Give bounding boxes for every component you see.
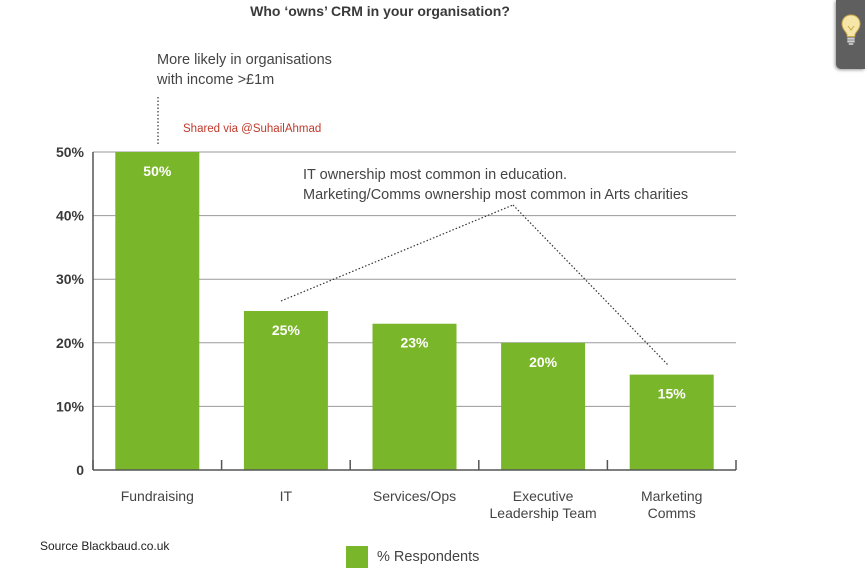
bar-value-label: 25%: [272, 322, 301, 338]
shared-via-text: Shared via @SuhailAhmad: [183, 123, 322, 135]
bar: [115, 152, 200, 470]
y-tick-label: 30%: [56, 271, 85, 287]
source-text: Source Blackbaud.co.uk: [40, 539, 170, 553]
chart-title: Who ‘owns’ CRM in your organisation?: [250, 3, 510, 19]
y-tick-label: 50%: [56, 144, 85, 160]
bar-value-label: 50%: [143, 163, 172, 179]
legend-swatch: [346, 546, 368, 568]
bar-value-label: 15%: [658, 386, 687, 402]
y-tick-label: 20%: [56, 335, 85, 351]
y-tick-label: 40%: [56, 208, 85, 224]
bar: [243, 311, 328, 470]
bar-value-label: 23%: [400, 335, 429, 351]
legend-label: % Respondents: [377, 549, 480, 565]
bar: [629, 374, 714, 470]
x-category-label: Services/Ops: [373, 488, 456, 504]
marketing-connector: [512, 204, 669, 366]
bar: [501, 342, 586, 470]
x-category-label: IT: [280, 488, 293, 504]
income-annotation-line-2: with income >£1m: [157, 72, 275, 88]
bar-value-label: 20%: [529, 354, 558, 370]
tip-button[interactable]: [836, 0, 865, 69]
x-category-label: Executive: [513, 488, 574, 504]
legend: % Respondents: [346, 546, 479, 568]
bar: [372, 323, 457, 470]
x-category-label: Comms: [648, 505, 696, 521]
it-annotation-line-1: IT ownership most common in education.: [303, 167, 568, 183]
it-annotation-line-2: Marketing/Comms ownership most common in…: [303, 187, 689, 203]
it-connector: [280, 204, 514, 302]
it-annotation: IT ownership most common in education. M…: [303, 165, 688, 205]
x-category-label: Fundraising: [121, 488, 194, 504]
y-tick-label: 0: [76, 462, 84, 478]
lightbulb-icon: [841, 14, 861, 45]
income-annotation: More likely in organisations with income…: [157, 50, 332, 90]
x-category-label: Marketing: [641, 488, 702, 504]
income-annotation-line-1: More likely in organisations: [157, 52, 332, 68]
y-tick-label: 10%: [56, 398, 85, 414]
x-category-label: Leadership Team: [490, 505, 597, 521]
